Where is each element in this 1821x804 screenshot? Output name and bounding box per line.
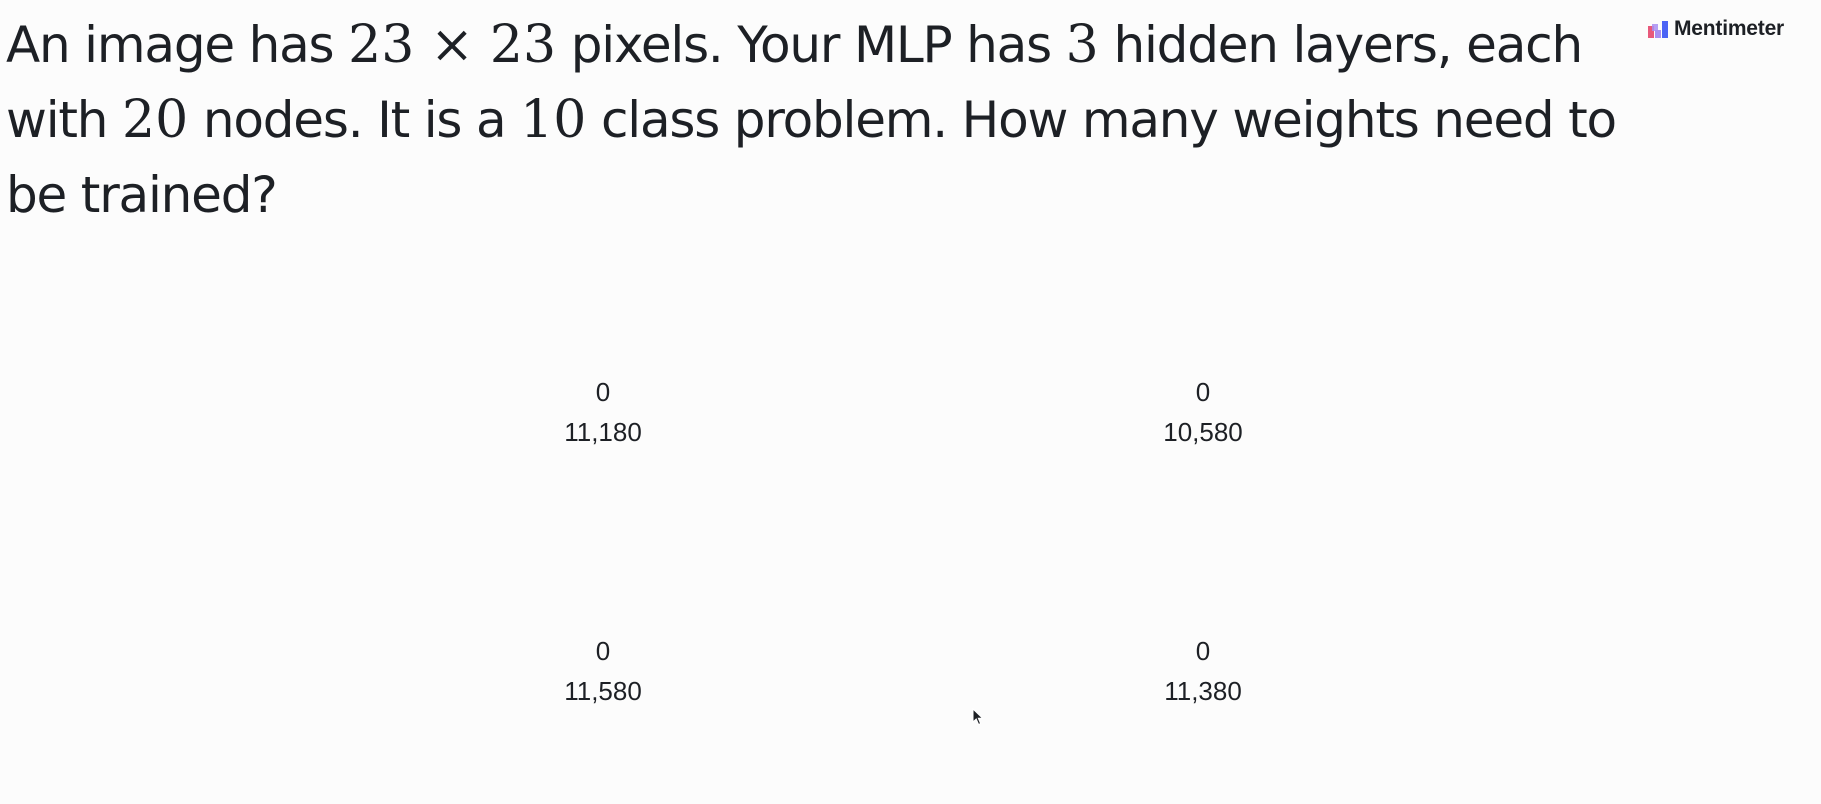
question-text-part-5: class problem. How many weights need to … (6, 91, 1617, 224)
math-nodes: 20 (121, 90, 189, 150)
option-4-vote-count: 0 (1195, 636, 1211, 666)
option-2-vote-count: 0 (1195, 377, 1211, 407)
answer-option-2: 0 10,580 (1083, 372, 1323, 452)
mentimeter-brand-name: Mentimeter (1674, 17, 1785, 40)
math-hidden-layers: 3 (1065, 15, 1099, 75)
question-text-part-3: hidden layers, each with (6, 16, 1583, 149)
question-title: An image has 23 × 23 pixels. Your MLP has … (6, 8, 1646, 233)
answer-option-4: 0 11,380 (1083, 631, 1323, 711)
option-1-label: 11,180 (564, 417, 642, 447)
option-4-label: 11,380 (1164, 676, 1242, 706)
option-1-vote-count: 0 (595, 377, 611, 407)
question-text-part-1: An image has (6, 16, 335, 74)
math-classes: 10 (520, 90, 587, 150)
mouse-pointer-icon (972, 708, 984, 726)
answer-option-1: 0 11,180 (483, 372, 723, 452)
math-pixels-height: 23 (489, 15, 557, 75)
mentimeter-brand: Mentimeter (1648, 17, 1784, 41)
option-3-vote-count: 0 (595, 636, 611, 666)
math-times-symbol: × (430, 15, 474, 75)
question-text-part-4: nodes. It is a (202, 91, 507, 149)
question-text-part-2: pixels. Your MLP has (570, 16, 1052, 74)
mentimeter-logo-icon (1648, 20, 1668, 38)
option-3-label: 11,580 (564, 676, 642, 706)
option-2-label: 10,580 (1163, 417, 1243, 447)
math-pixels-width: 23 (348, 15, 415, 75)
answer-option-3: 0 11,580 (483, 631, 723, 711)
